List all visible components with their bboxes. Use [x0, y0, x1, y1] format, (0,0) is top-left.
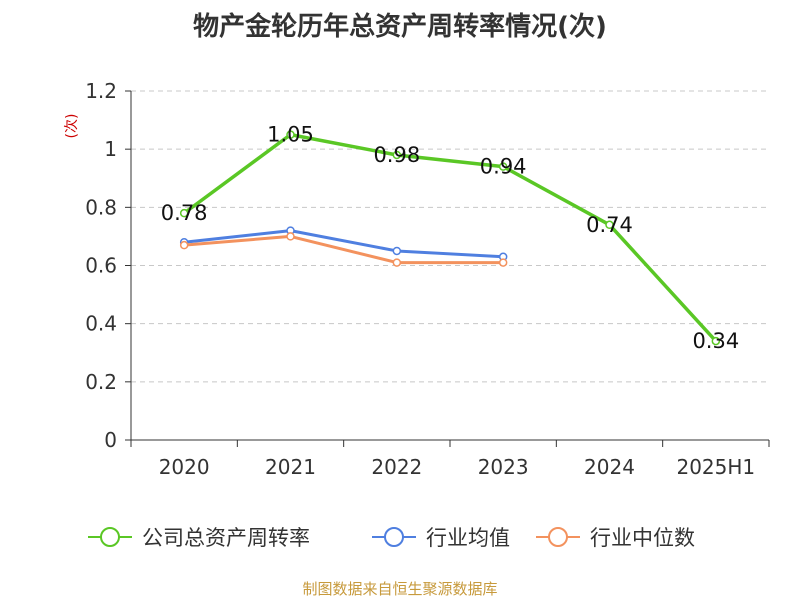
data-label: 0.74 [586, 213, 633, 237]
data-point [392, 258, 402, 267]
series-line [183, 132, 718, 343]
data-point [711, 336, 721, 346]
source-note: 制图数据来自恒生聚源数据库 [302, 580, 498, 598]
series-line [184, 234, 504, 265]
legend: 公司总资产周转率 行业均值 行业中位数 [88, 526, 695, 550]
y-tick-label: 1 [104, 137, 117, 161]
axes: 0 0.2 0.4 0.6 0.8 1 1.2 2020 2021 2022 2023 2024 202… [85, 79, 770, 479]
x-tick-label: 2025H1 [676, 455, 755, 479]
y-tick-label: 0.6 [85, 254, 117, 278]
legend-label: 公司总资产周转率 [142, 526, 310, 550]
y-tick-label: 0.2 [85, 370, 117, 394]
data-labels: 0.78 1.05 0.98 0.94 0.74 0.34 [161, 123, 739, 353]
grid-lines [131, 90, 769, 383]
data-point [286, 232, 295, 241]
x-tick-label: 2022 [371, 455, 422, 479]
legend-marker [384, 527, 404, 547]
chart-title: 物产金轮历年总资产周转率情况(次) [193, 12, 607, 42]
data-point [179, 208, 189, 218]
y-tick-label: 0.8 [85, 195, 117, 219]
y-axis-unit: (次) [64, 114, 80, 139]
x-tick-label: 2020 [159, 455, 210, 479]
legend-label: 行业均值 [426, 526, 510, 550]
y-tick-label: 0.4 [85, 312, 117, 336]
data-label: 0.78 [161, 201, 208, 225]
legend-marker [100, 527, 120, 547]
data-label: 0.34 [692, 329, 739, 353]
data-point [392, 150, 402, 160]
data-point [605, 220, 614, 230]
x-tick-label: 2023 [478, 455, 529, 479]
y-tick-label: 1.2 [85, 79, 117, 103]
data-point [392, 246, 402, 256]
data-point [498, 258, 508, 267]
data-point [179, 240, 189, 250]
data-point [286, 130, 295, 139]
x-tick-label: 2024 [584, 455, 635, 479]
series-lines [179, 130, 721, 346]
x-tick-label: 2021 [265, 455, 316, 479]
series-line [184, 229, 504, 259]
data-label: 1.05 [267, 123, 314, 147]
legend-marker [548, 527, 568, 547]
data-point [498, 162, 508, 171]
y-tick-label: 0 [104, 428, 117, 452]
legend-label: 行业中位数 [590, 526, 695, 550]
data-label: 0.94 [480, 155, 527, 179]
data-label: 0.98 [373, 143, 420, 167]
